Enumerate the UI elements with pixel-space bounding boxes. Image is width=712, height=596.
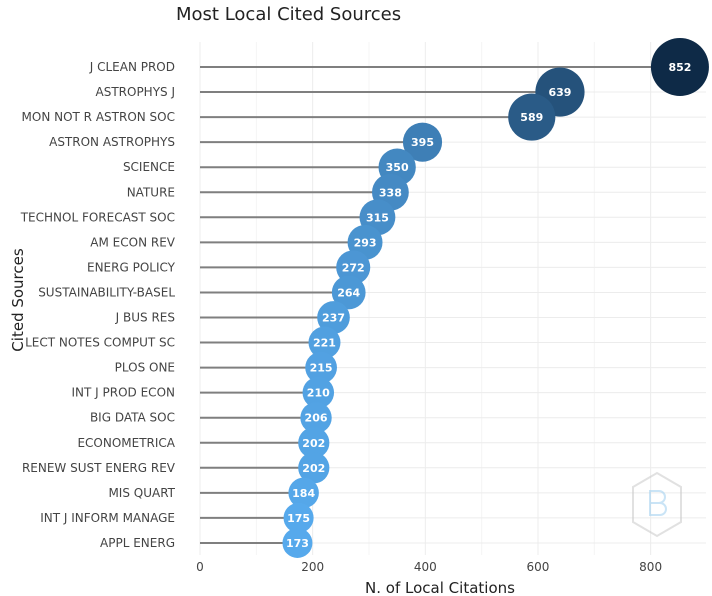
bubble-value-label: 237 [322,312,345,325]
category-labels: J CLEAN PROD ASTROPHYS J MON NOT R ASTRON … [20,60,176,550]
bubble-point [302,376,335,409]
x-tick-label: 800 [639,560,662,574]
category-tick-label: APPL ENERG [100,536,175,550]
bubble-point [283,502,314,533]
bubble-point [336,250,371,285]
bubble-value-label: 202 [302,437,325,450]
bubble-value-label: 293 [354,236,377,249]
x-tick-label: 0 [196,560,204,574]
bubble-point [282,527,313,558]
bubble-point [300,402,332,434]
category-tick-label: INT J PROD ECON [72,386,175,400]
category-tick-label: TECHNOL FORECAST SOC [20,210,175,224]
x-tick-label: 400 [414,560,437,574]
category-tick-label: MIS QUART [108,486,175,500]
x-axis-title: N. of Local Citations [365,579,515,596]
bubble-point [308,326,341,359]
bubble-value-label: 395 [411,136,434,149]
bubble-point [331,275,366,310]
category-tick-label: PLOS ONE [115,361,175,375]
stems [200,66,680,544]
category-tick-label: NATURE [127,185,175,199]
bubble-point [288,477,319,509]
x-tick-label: 600 [527,560,550,574]
bubble-point [298,452,330,484]
x-tick-label: 200 [301,560,324,574]
category-tick-label: ENERG POLICY [87,260,176,274]
bubble-point [508,93,556,141]
category-tick-label: SCIENCE [123,160,175,174]
category-tick-label: MON NOT R ASTRON SOC [22,110,175,124]
bubble-value-label: 264 [337,286,360,299]
bubble-value-label: 210 [307,387,330,400]
bubble-value-label: 215 [310,362,333,375]
category-tick-label: BIG DATA SOC [90,411,175,425]
category-tick-label: ASTROPHYS J [96,85,176,99]
chart-title: Most Local Cited Sources [176,4,401,25]
grid [199,42,706,555]
bubble-value-label: 202 [302,462,325,475]
bubble-value-label: 175 [287,512,310,525]
bubble-point [317,301,350,334]
category-tick-label: AM ECON REV [90,235,175,249]
category-tick-label: INT J INFORM MANAGE [40,511,175,525]
bubble-value-label: 221 [313,337,336,350]
watermark-logo [632,471,682,538]
bubble-point [650,38,709,96]
bubble-value-label: 350 [386,161,409,174]
category-tick-label: SUSTAINABILITY-BASEL [38,285,175,299]
bubble-value-label: 852 [668,61,691,74]
bubble-value-label: 639 [548,86,571,99]
bubble-value-label: 173 [286,537,309,550]
bubble-value-label: 272 [342,261,365,274]
bubble-point [402,122,443,162]
category-tick-label: J CLEAN PROD [89,60,175,74]
bubble-value-label: 184 [292,487,315,500]
x-tick-labels: 0 200 400 600 800 [196,560,662,574]
category-tick-label: J BUS RES [115,311,175,325]
category-tick-label: LECT NOTES COMPUT SC [25,336,175,350]
bubble-point [305,351,337,384]
bubble-value-label: 206 [305,412,328,425]
category-tick-label: ASTRON ASTROPHYS [49,135,175,149]
bubble-value-label: 315 [366,211,389,224]
bubble-value-label: 589 [520,111,543,124]
y-axis-title: Cited Sources [9,248,27,352]
bubble-value-label: 338 [379,186,402,199]
category-tick-label: ECONOMETRICA [77,436,175,450]
bubble-point [298,427,330,459]
category-tick-label: RENEW SUST ENERG REV [22,461,176,475]
